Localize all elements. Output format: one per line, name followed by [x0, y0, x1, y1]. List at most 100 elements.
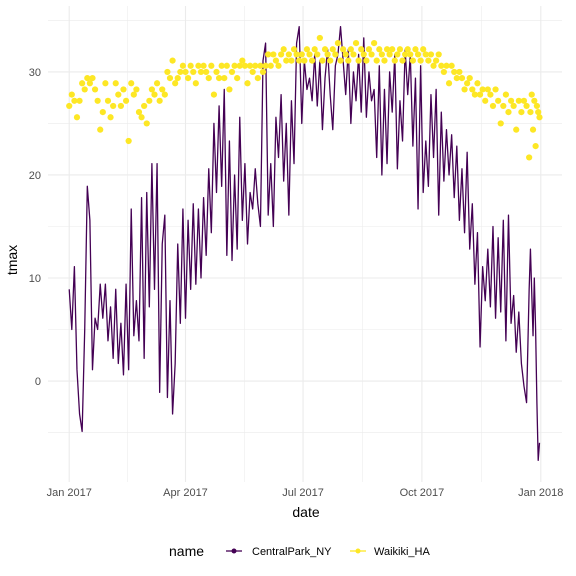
data-point-waikiki-ha — [425, 57, 432, 64]
data-point-waikiki-ha — [254, 75, 261, 82]
data-point-waikiki-ha — [288, 57, 295, 64]
data-point-waikiki-ha — [404, 46, 411, 53]
data-point-waikiki-ha — [218, 62, 225, 69]
data-point-waikiki-ha — [195, 62, 202, 69]
data-point-waikiki-ha — [285, 51, 292, 58]
data-point-waikiki-ha — [505, 109, 512, 116]
data-point-waikiki-ha — [443, 62, 450, 69]
legend-title: name — [169, 543, 204, 559]
data-point-waikiki-ha — [303, 46, 311, 53]
data-point-waikiki-ha — [267, 62, 274, 69]
data-point-waikiki-ha — [84, 75, 91, 82]
data-point-waikiki-ha — [203, 68, 210, 76]
data-point-waikiki-ha — [414, 51, 422, 58]
data-point-waikiki-ha — [412, 46, 419, 53]
data-point-waikiki-ha — [469, 86, 476, 93]
data-point-waikiki-ha — [420, 46, 427, 53]
data-point-waikiki-ha — [236, 62, 243, 69]
data-point-waikiki-ha — [228, 68, 236, 76]
data-point-waikiki-ha — [337, 57, 344, 64]
data-point-waikiki-ha — [482, 97, 489, 104]
data-point-waikiki-ha — [151, 91, 158, 98]
data-point-waikiki-ha — [532, 143, 539, 150]
data-point-waikiki-ha — [523, 102, 530, 110]
data-point-waikiki-ha — [319, 57, 326, 64]
data-point-waikiki-ha — [345, 57, 352, 64]
data-point-waikiki-ha — [355, 57, 362, 64]
y-tick-label-20: 20 — [29, 170, 41, 182]
data-point-waikiki-ha — [391, 57, 398, 64]
data-point-waikiki-ha — [73, 114, 81, 121]
data-point-waikiki-ha — [172, 80, 179, 87]
data-point-waikiki-ha — [184, 75, 192, 82]
data-point-waikiki-ha — [138, 114, 145, 121]
series-line-centralpark-ny — [68, 25, 541, 462]
legend-key-dot-waikiki-ha — [355, 548, 361, 554]
data-point-waikiki-ha — [107, 114, 114, 121]
data-point-waikiki-ha — [81, 86, 88, 93]
legend-label-waikiki-ha: Waikiki_HA — [374, 546, 430, 558]
data-point-waikiki-ha — [135, 109, 143, 116]
data-point-waikiki-ha — [334, 39, 342, 47]
legend-item-waikiki-ha: Waikiki_HA — [350, 546, 430, 558]
data-point-waikiki-ha — [146, 97, 153, 104]
data-point-waikiki-ha — [466, 75, 473, 82]
data-point-waikiki-ha — [246, 62, 254, 69]
data-point-waikiki-ha — [533, 102, 541, 110]
data-point-waikiki-ha — [324, 51, 331, 58]
x-tick-label-jul-2017: Jul 2017 — [282, 487, 324, 499]
data-point-waikiki-ha — [316, 34, 323, 42]
y-tick-label-10: 10 — [29, 273, 41, 285]
data-point-waikiki-ha — [125, 137, 132, 145]
data-point-waikiki-ha — [363, 57, 370, 64]
data-point-waikiki-ha — [259, 68, 267, 76]
data-point-waikiki-ha — [440, 68, 447, 76]
data-point-waikiki-ha — [226, 86, 233, 93]
data-point-waikiki-ha — [159, 86, 166, 93]
data-point-waikiki-ha — [110, 102, 117, 110]
data-point-waikiki-ha — [112, 80, 119, 87]
data-point-waikiki-ha — [208, 62, 215, 69]
x-tick-label-jan-2017: Jan 2017 — [47, 487, 92, 499]
data-point-waikiki-ha — [329, 46, 336, 53]
data-point-waikiki-ha — [94, 97, 101, 104]
data-point-waikiki-ha — [76, 97, 83, 104]
data-point-waikiki-ha — [422, 51, 429, 58]
data-point-waikiki-ha — [368, 51, 375, 58]
data-point-waikiki-ha — [223, 62, 230, 69]
data-point-waikiki-ha — [347, 46, 354, 53]
data-point-waikiki-ha — [461, 86, 468, 93]
x-tick-label-jan-2018: Jan 2018 — [518, 487, 563, 499]
data-point-waikiki-ha — [283, 57, 290, 64]
data-point-waikiki-ha — [527, 109, 534, 116]
data-point-waikiki-ha — [445, 80, 453, 87]
y-tick-label-30: 30 — [29, 67, 41, 79]
legend: name CentralPark_NY Waikiki_HA — [169, 543, 430, 559]
data-point-waikiki-ha — [197, 68, 205, 76]
data-point-waikiki-ha — [293, 51, 300, 58]
data-point-waikiki-ha — [213, 68, 220, 76]
data-point-waikiki-ha — [476, 91, 484, 98]
data-point-waikiki-ha — [484, 86, 491, 93]
data-point-waikiki-ha — [205, 75, 212, 82]
x-tick-label-apr-2017: Apr 2017 — [163, 487, 208, 499]
x-axis-title: date — [292, 504, 319, 520]
data-point-waikiki-ha — [244, 80, 251, 87]
data-point-waikiki-ha — [448, 62, 455, 69]
series-waikiki-ha — [66, 34, 543, 161]
data-point-waikiki-ha — [510, 102, 517, 110]
data-point-waikiki-ha — [321, 46, 329, 53]
data-point-waikiki-ha — [520, 97, 528, 104]
data-point-waikiki-ha — [239, 57, 246, 64]
data-point-waikiki-ha — [497, 120, 504, 127]
data-point-waikiki-ha — [275, 62, 282, 69]
y-axis-title: tmax — [4, 245, 20, 275]
data-point-waikiki-ha — [272, 57, 280, 64]
data-point-waikiki-ha — [314, 51, 321, 58]
data-point-waikiki-ha — [311, 46, 318, 53]
data-point-waikiki-ha — [536, 114, 543, 121]
data-point-waikiki-ha — [350, 51, 357, 58]
data-point-waikiki-ha — [456, 68, 463, 76]
data-point-waikiki-ha — [507, 97, 515, 104]
data-point-waikiki-ha — [290, 46, 298, 53]
